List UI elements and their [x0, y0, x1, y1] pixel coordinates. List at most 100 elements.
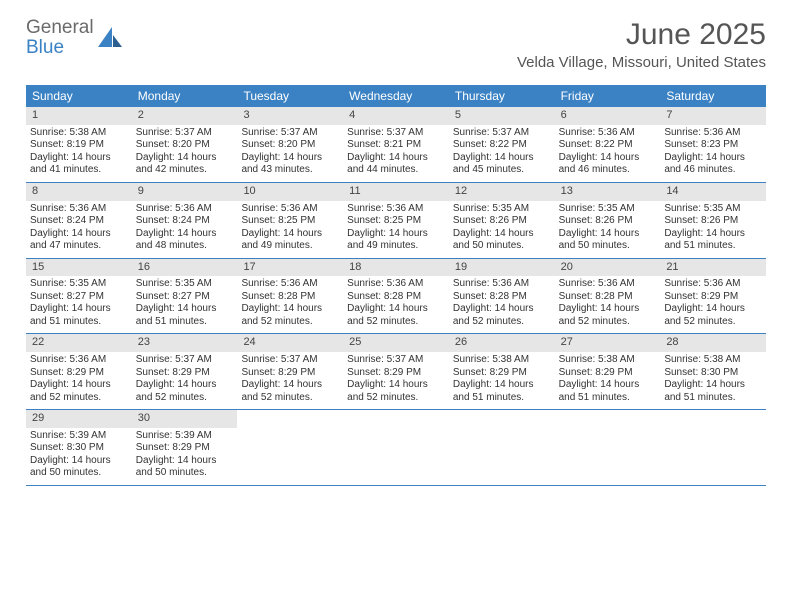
- daylight-text-1: Daylight: 14 hours: [347, 152, 445, 165]
- day-header: Thursday: [449, 86, 555, 107]
- daylight-text-2: and 52 minutes.: [241, 392, 339, 405]
- calendar-cell: 1Sunrise: 5:38 AMSunset: 8:19 PMDaylight…: [26, 107, 132, 182]
- brand-text: General Blue: [26, 18, 94, 58]
- sunrise-text: Sunrise: 5:35 AM: [453, 203, 551, 216]
- calendar-cell: 10Sunrise: 5:36 AMSunset: 8:25 PMDayligh…: [237, 183, 343, 258]
- day-number: 14: [660, 183, 766, 201]
- calendar-cell: 15Sunrise: 5:35 AMSunset: 8:27 PMDayligh…: [26, 259, 132, 334]
- daylight-text-1: Daylight: 14 hours: [30, 303, 128, 316]
- sunset-text: Sunset: 8:20 PM: [241, 139, 339, 152]
- sunrise-text: Sunrise: 5:36 AM: [559, 127, 657, 140]
- daylight-text-1: Daylight: 14 hours: [241, 152, 339, 165]
- day-number: 10: [237, 183, 343, 201]
- daylight-text-2: and 51 minutes.: [559, 392, 657, 405]
- daylight-text-1: Daylight: 14 hours: [136, 455, 234, 468]
- day-number: 18: [343, 259, 449, 277]
- daylight-text-2: and 52 minutes.: [136, 392, 234, 405]
- day-number: 5: [449, 107, 555, 125]
- calendar-cell: 12Sunrise: 5:35 AMSunset: 8:26 PMDayligh…: [449, 183, 555, 258]
- sunset-text: Sunset: 8:30 PM: [664, 367, 762, 380]
- sunset-text: Sunset: 8:26 PM: [453, 215, 551, 228]
- calendar-cell: 29Sunrise: 5:39 AMSunset: 8:30 PMDayligh…: [26, 410, 132, 485]
- daylight-text-1: Daylight: 14 hours: [347, 228, 445, 241]
- daylight-text-1: Daylight: 14 hours: [136, 228, 234, 241]
- calendar-cell: 6Sunrise: 5:36 AMSunset: 8:22 PMDaylight…: [555, 107, 661, 182]
- calendar-cell: 7Sunrise: 5:36 AMSunset: 8:23 PMDaylight…: [660, 107, 766, 182]
- day-number: 19: [449, 259, 555, 277]
- sunrise-text: Sunrise: 5:38 AM: [559, 354, 657, 367]
- sunset-text: Sunset: 8:26 PM: [559, 215, 657, 228]
- sunrise-text: Sunrise: 5:36 AM: [347, 278, 445, 291]
- calendar-cell: 25Sunrise: 5:37 AMSunset: 8:29 PMDayligh…: [343, 334, 449, 409]
- sunset-text: Sunset: 8:28 PM: [453, 291, 551, 304]
- calendar-cell: 18Sunrise: 5:36 AMSunset: 8:28 PMDayligh…: [343, 259, 449, 334]
- day-header: Wednesday: [343, 86, 449, 107]
- sunrise-text: Sunrise: 5:37 AM: [347, 354, 445, 367]
- sunset-text: Sunset: 8:21 PM: [347, 139, 445, 152]
- daylight-text-1: Daylight: 14 hours: [30, 455, 128, 468]
- daylight-text-2: and 51 minutes.: [453, 392, 551, 405]
- daylight-text-2: and 51 minutes.: [136, 316, 234, 329]
- calendar-week: 29Sunrise: 5:39 AMSunset: 8:30 PMDayligh…: [26, 410, 766, 486]
- daylight-text-1: Daylight: 14 hours: [453, 228, 551, 241]
- day-number: 20: [555, 259, 661, 277]
- day-header-row: Sunday Monday Tuesday Wednesday Thursday…: [26, 86, 766, 107]
- sunrise-text: Sunrise: 5:36 AM: [453, 278, 551, 291]
- day-number: 28: [660, 334, 766, 352]
- daylight-text-1: Daylight: 14 hours: [136, 379, 234, 392]
- daylight-text-2: and 44 minutes.: [347, 164, 445, 177]
- day-number: 2: [132, 107, 238, 125]
- page-title: June 2025: [517, 18, 766, 52]
- calendar-cell: 20Sunrise: 5:36 AMSunset: 8:28 PMDayligh…: [555, 259, 661, 334]
- sunrise-text: Sunrise: 5:35 AM: [559, 203, 657, 216]
- daylight-text-1: Daylight: 14 hours: [30, 228, 128, 241]
- sunrise-text: Sunrise: 5:36 AM: [347, 203, 445, 216]
- sunrise-text: Sunrise: 5:37 AM: [241, 354, 339, 367]
- sunset-text: Sunset: 8:27 PM: [30, 291, 128, 304]
- calendar-cell: 16Sunrise: 5:35 AMSunset: 8:27 PMDayligh…: [132, 259, 238, 334]
- calendar-cell: 14Sunrise: 5:35 AMSunset: 8:26 PMDayligh…: [660, 183, 766, 258]
- day-number: 4: [343, 107, 449, 125]
- calendar-cell: 24Sunrise: 5:37 AMSunset: 8:29 PMDayligh…: [237, 334, 343, 409]
- day-number: 23: [132, 334, 238, 352]
- day-number: 24: [237, 334, 343, 352]
- day-number: 22: [26, 334, 132, 352]
- sunrise-text: Sunrise: 5:39 AM: [136, 430, 234, 443]
- daylight-text-2: and 52 minutes.: [347, 316, 445, 329]
- sunset-text: Sunset: 8:29 PM: [241, 367, 339, 380]
- calendar-week: 1Sunrise: 5:38 AMSunset: 8:19 PMDaylight…: [26, 107, 766, 183]
- day-number: 8: [26, 183, 132, 201]
- day-header: Tuesday: [237, 86, 343, 107]
- sunrise-text: Sunrise: 5:38 AM: [664, 354, 762, 367]
- sunset-text: Sunset: 8:25 PM: [241, 215, 339, 228]
- sunrise-text: Sunrise: 5:37 AM: [136, 354, 234, 367]
- sunrise-text: Sunrise: 5:36 AM: [664, 278, 762, 291]
- sunset-text: Sunset: 8:28 PM: [559, 291, 657, 304]
- brand-sail-icon: [98, 27, 124, 49]
- sunrise-text: Sunrise: 5:35 AM: [664, 203, 762, 216]
- day-header: Friday: [555, 86, 661, 107]
- sunset-text: Sunset: 8:19 PM: [30, 139, 128, 152]
- daylight-text-2: and 41 minutes.: [30, 164, 128, 177]
- calendar-week: 22Sunrise: 5:36 AMSunset: 8:29 PMDayligh…: [26, 334, 766, 410]
- location-text: Velda Village, Missouri, United States: [517, 54, 766, 71]
- daylight-text-2: and 50 minutes.: [453, 240, 551, 253]
- daylight-text-1: Daylight: 14 hours: [664, 228, 762, 241]
- daylight-text-2: and 50 minutes.: [136, 467, 234, 480]
- sunset-text: Sunset: 8:29 PM: [136, 367, 234, 380]
- sunset-text: Sunset: 8:29 PM: [347, 367, 445, 380]
- daylight-text-2: and 51 minutes.: [30, 316, 128, 329]
- brand-line1: General: [26, 17, 94, 38]
- day-number: 27: [555, 334, 661, 352]
- daylight-text-1: Daylight: 14 hours: [559, 228, 657, 241]
- day-number: 29: [26, 410, 132, 428]
- day-number: 21: [660, 259, 766, 277]
- daylight-text-2: and 52 minutes.: [241, 316, 339, 329]
- sunrise-text: Sunrise: 5:37 AM: [453, 127, 551, 140]
- calendar-cell: 8Sunrise: 5:36 AMSunset: 8:24 PMDaylight…: [26, 183, 132, 258]
- daylight-text-1: Daylight: 14 hours: [453, 379, 551, 392]
- daylight-text-2: and 48 minutes.: [136, 240, 234, 253]
- sunrise-text: Sunrise: 5:36 AM: [30, 203, 128, 216]
- daylight-text-2: and 51 minutes.: [664, 240, 762, 253]
- header: General Blue June 2025 Velda Village, Mi…: [0, 0, 792, 75]
